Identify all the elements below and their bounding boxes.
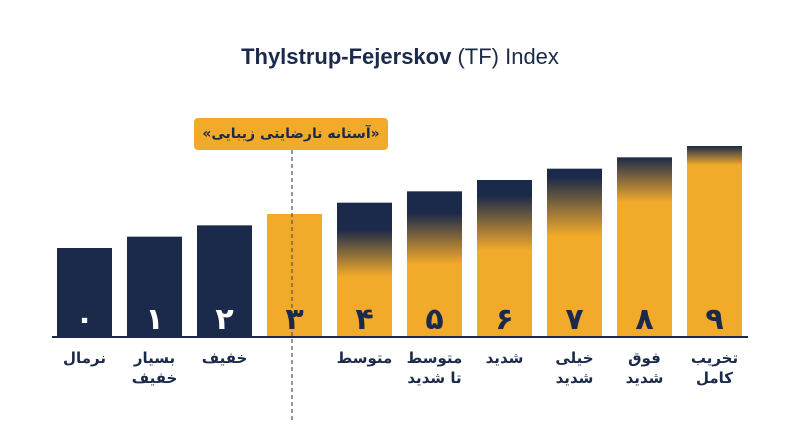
bar-4 [337, 202, 392, 337]
category-label-4: متوسط [336, 349, 393, 367]
bar-number-4: ۴ [355, 302, 373, 337]
bar-5 [407, 191, 462, 337]
bar-number-6: ۶ [495, 302, 513, 337]
category-label-7: خیلی شدید [555, 349, 594, 387]
threshold-badge: «آستانه نارضایتی زیبایی» [194, 118, 388, 150]
category-label-2: خفیف [201, 349, 248, 367]
bar-number-8: ۸ [635, 302, 653, 337]
bar-9 [687, 146, 742, 337]
chart-title-bold: Thylstrup-Fejerskov [241, 44, 452, 69]
category-label-8: فوق شدید [625, 349, 664, 387]
bar-7 [547, 168, 602, 337]
bar-number-1: ۱ [145, 302, 163, 337]
bar-number-5: ۵ [425, 302, 443, 337]
category-label-6: شدید [485, 349, 524, 367]
bar-number-3: ۳ [285, 302, 303, 337]
bar-number-7: ۷ [565, 302, 583, 337]
bar-6 [477, 180, 532, 337]
chart-title-rest: (TF) Index [451, 44, 559, 69]
bar-1 [127, 236, 182, 337]
bar-0 [57, 248, 112, 337]
bar-number-0: ۰ [75, 302, 93, 337]
category-label-1: بسیار خفیف [131, 349, 178, 387]
bar-2 [197, 225, 252, 337]
bar-number-2: ۲ [215, 302, 233, 337]
bar-3 [267, 214, 322, 337]
category-label-5: متوسط تا شدید [406, 349, 463, 387]
bar-number-9: ۹ [705, 302, 723, 337]
category-label-0: نرمال [63, 349, 106, 367]
bar-8 [617, 157, 672, 337]
chart-title: Thylstrup-Fejerskov (TF) Index [0, 44, 800, 70]
category-label-9: تخریب کامل [690, 349, 739, 387]
